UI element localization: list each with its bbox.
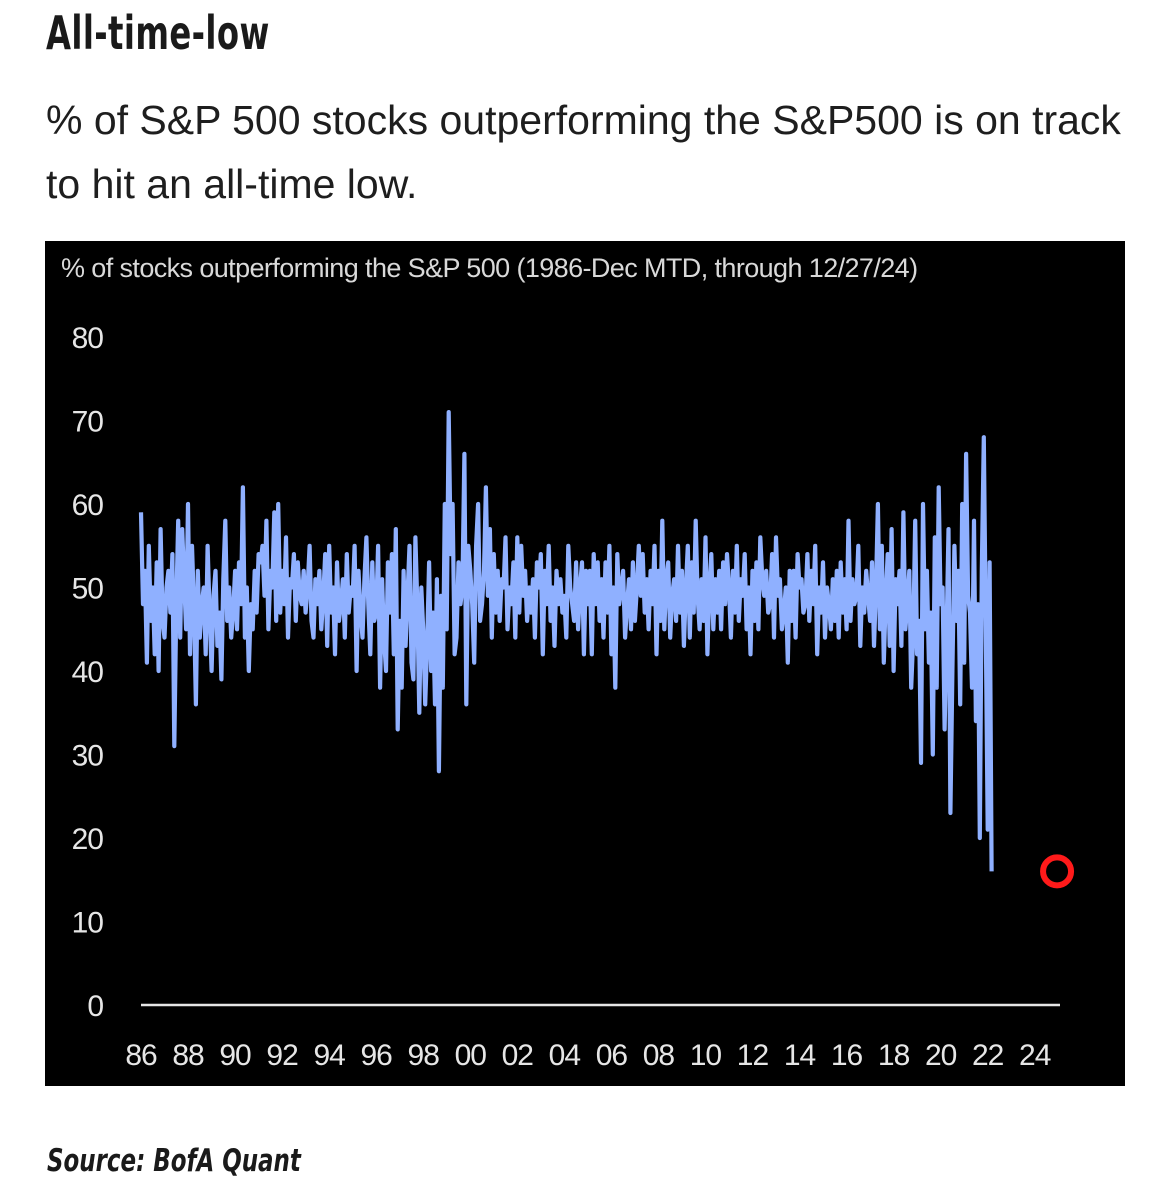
x-tick-label: 16: [831, 1039, 863, 1072]
x-tick-label: 12: [737, 1039, 769, 1072]
x-tick-label: 88: [172, 1039, 204, 1072]
y-axis: 0 10 20 30 40 50 60 70 80: [72, 322, 105, 1023]
y-tick-label: 60: [72, 489, 104, 522]
x-tick-label: 10: [690, 1039, 722, 1072]
chart-svg: % of stocks outperforming the S&P 500 (1…: [61, 253, 1075, 1072]
y-tick-label: 0: [87, 990, 103, 1023]
x-tick-label: 04: [549, 1039, 581, 1072]
x-tick-label: 24: [1019, 1039, 1051, 1072]
x-axis: 86 88 90 92 94 96 98 00 02 04 06 08 10 12 14 16 18 20 22 24: [125, 1039, 1051, 1072]
y-tick-label: 10: [72, 907, 104, 940]
y-tick-label: 40: [72, 656, 104, 689]
x-tick-label: 00: [455, 1039, 487, 1072]
x-tick-label: 98: [408, 1039, 440, 1072]
chart-title: % of stocks outperforming the S&P 500 (1…: [61, 253, 917, 283]
x-tick-label: 86: [125, 1039, 157, 1072]
source-note: Source: BofA Quant: [47, 1143, 301, 1179]
headline: All-time-low: [46, 6, 270, 60]
chart-container: % of stocks outperforming the S&P 500 (1…: [45, 241, 1125, 1086]
y-tick-label: 50: [72, 573, 104, 606]
x-tick-label: 14: [784, 1039, 816, 1072]
subheadline: % of S&P 500 stocks outperforming the S&…: [46, 97, 1121, 207]
x-tick-label: 06: [596, 1039, 628, 1072]
x-tick-label: 96: [361, 1039, 393, 1072]
x-tick-label: 18: [878, 1039, 910, 1072]
x-tick-label: 90: [219, 1039, 251, 1072]
y-tick-label: 20: [72, 823, 104, 856]
x-tick-label: 02: [502, 1039, 534, 1072]
x-tick-label: 92: [266, 1039, 298, 1072]
y-tick-label: 30: [72, 740, 104, 773]
y-tick-label: 80: [72, 322, 104, 355]
x-tick-label: 20: [925, 1039, 957, 1072]
x-tick-label: 94: [313, 1039, 345, 1072]
x-tick-label: 22: [972, 1039, 1004, 1072]
all-time-low-marker: [1040, 854, 1075, 889]
x-tick-label: 08: [643, 1039, 675, 1072]
series-line: [138, 410, 994, 872]
y-tick-label: 70: [72, 406, 104, 439]
